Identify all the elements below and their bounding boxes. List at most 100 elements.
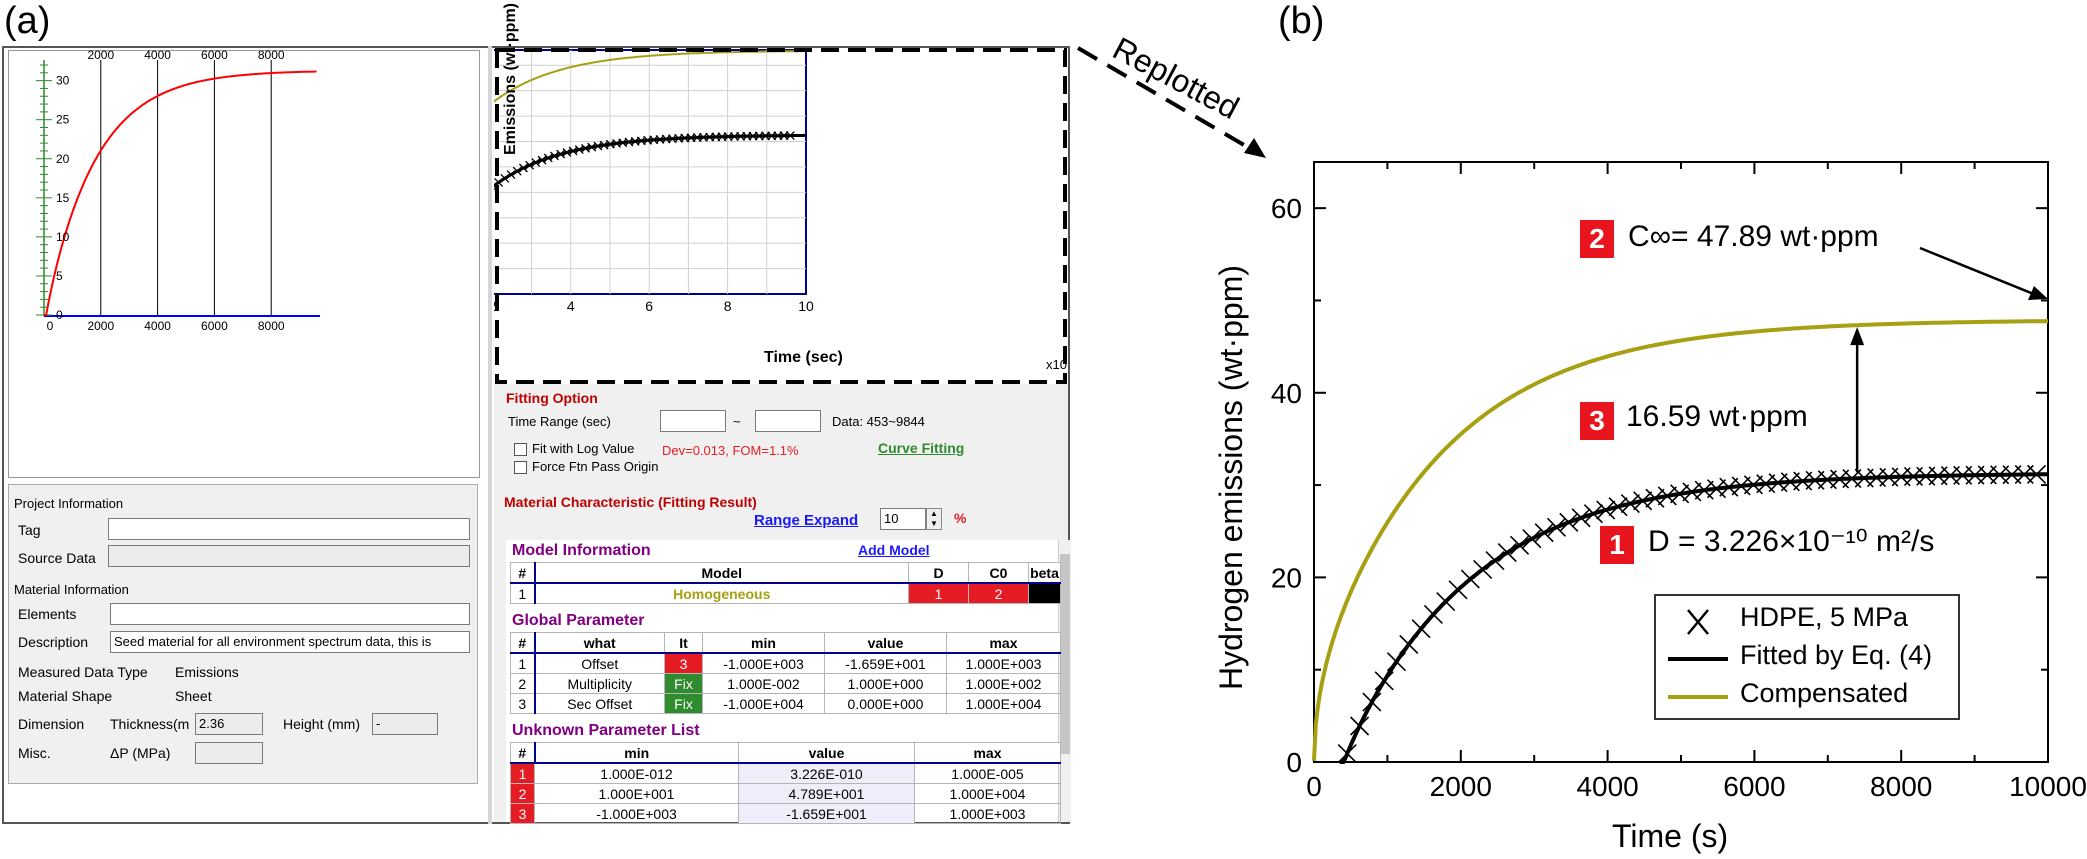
description-label: Description bbox=[18, 634, 89, 650]
param-iteration-cell[interactable]: 3 bbox=[664, 652, 703, 674]
param-value-cell[interactable]: 1.000E+000 bbox=[824, 673, 947, 694]
fitting-data-point bbox=[761, 131, 770, 141]
description-input[interactable]: Seed material for all environment spectr… bbox=[110, 631, 470, 653]
header-cell: # bbox=[510, 742, 536, 764]
fitting-data-point bbox=[605, 139, 615, 149]
legend-label-fitted: Fitted by Eq. (4) bbox=[1740, 640, 1933, 670]
param-min-cell[interactable]: -1.000E+004 bbox=[702, 693, 825, 714]
fitting-chart: 246810010203040 bbox=[494, 48, 1067, 384]
row-number: 3 bbox=[510, 803, 535, 824]
time-range-from-input[interactable] bbox=[660, 410, 726, 432]
fitting-data-point bbox=[630, 136, 640, 146]
source-data-input[interactable] bbox=[108, 545, 470, 567]
x-tick-label: 0 bbox=[1306, 771, 1322, 802]
table-row[interactable]: 3 Sec Offset Fix -1.000E+004 0.000E+000 … bbox=[510, 693, 1061, 714]
unknown-max-cell[interactable]: 1.000E+003 bbox=[914, 803, 1061, 824]
param-max-cell[interactable]: 1.000E+004 bbox=[946, 693, 1061, 714]
param-value-cell[interactable]: 0.000E+000 bbox=[824, 693, 947, 714]
height-input[interactable]: - bbox=[372, 713, 438, 735]
global-param-table: # what It min value max 1 Offset 3 -1.00… bbox=[510, 632, 1061, 714]
annotation-diffusivity: D = 3.226×10⁻¹⁰ m²/s bbox=[1648, 525, 1935, 558]
fitting-data-point bbox=[667, 134, 677, 144]
param-max-cell[interactable]: 1.000E+002 bbox=[946, 673, 1061, 694]
range-expand-input[interactable]: 10 bbox=[880, 508, 926, 530]
header-cell: beta bbox=[1028, 562, 1061, 584]
material-info-heading: Material Information bbox=[14, 582, 129, 597]
fitting-chart-xlabel: Time (sec) bbox=[764, 349, 843, 366]
raw-bottom-tick-label: 2000 bbox=[87, 319, 114, 333]
row-number: 2 bbox=[510, 783, 535, 804]
range-expand-button[interactable]: Range Expand bbox=[754, 512, 859, 529]
fitting-x-tick-label: 8 bbox=[724, 298, 732, 314]
raw-y-tick-label: 10 bbox=[56, 230, 70, 244]
time-range-tilde: ~ bbox=[733, 414, 741, 429]
param-max-cell[interactable]: 1.000E+003 bbox=[946, 652, 1061, 674]
fitting-data-point bbox=[711, 132, 721, 142]
param-value-cell[interactable]: -1.659E+001 bbox=[824, 652, 947, 674]
model-d-cell[interactable]: 1 bbox=[908, 582, 969, 604]
table-row[interactable]: 2 1.000E+001 4.789E+001 1.000E+004 bbox=[510, 783, 1061, 804]
table-row[interactable]: 3 -1.000E+003 -1.659E+001 1.000E+003 bbox=[510, 803, 1061, 824]
thickness-input[interactable]: 2.36 bbox=[195, 713, 263, 735]
tag-label: Tag bbox=[18, 522, 41, 538]
fitting-data-point bbox=[767, 131, 777, 141]
fitting-data-point bbox=[599, 140, 609, 150]
add-model-button[interactable]: Add Model bbox=[858, 542, 930, 558]
pane-splitter[interactable] bbox=[488, 46, 492, 824]
param-min-cell[interactable]: -1.000E+003 bbox=[702, 652, 825, 674]
misc-label: Misc. bbox=[18, 745, 51, 761]
replotted-arrow bbox=[1076, 46, 1266, 158]
unknown-max-cell[interactable]: 1.000E-005 bbox=[914, 762, 1061, 784]
x-tick-label: 2000 bbox=[1430, 771, 1492, 802]
annotation-badge-2: 2 bbox=[1580, 220, 1614, 258]
unknown-value-cell[interactable]: -1.659E+001 bbox=[738, 803, 915, 824]
table-row[interactable]: 1 Homogeneous 1 2 bbox=[510, 582, 1061, 604]
delta-p-input[interactable] bbox=[195, 742, 263, 764]
range-expand-spinner[interactable]: ▲ ▼ bbox=[926, 508, 942, 530]
tag-input[interactable] bbox=[108, 518, 470, 540]
param-iteration-cell[interactable]: Fix bbox=[664, 673, 703, 694]
row-number: 2 bbox=[510, 673, 536, 694]
unknown-value-cell[interactable]: 4.789E+001 bbox=[738, 783, 915, 804]
fitting-data-point bbox=[550, 151, 559, 161]
fit-log-checkbox[interactable] bbox=[514, 443, 527, 456]
dimension-label: Dimension bbox=[18, 716, 85, 732]
curve-fitting-button[interactable]: Curve Fitting bbox=[878, 440, 965, 456]
unknown-min-cell[interactable]: 1.000E-012 bbox=[534, 762, 739, 784]
header-cell: # bbox=[510, 562, 536, 584]
legend-swatches bbox=[1668, 609, 1728, 699]
measured-type-value: Emissions bbox=[175, 664, 239, 680]
unknown-min-cell[interactable]: -1.000E+003 bbox=[534, 803, 739, 824]
param-iteration-cell[interactable]: Fix bbox=[664, 693, 703, 714]
data-range-text: Data: 453~9844 bbox=[832, 414, 925, 429]
raw-top-tick-label: 2000 bbox=[87, 50, 114, 62]
header-cell: max bbox=[914, 742, 1061, 764]
main-chart-legend: HDPE, 5 MPa Fitted by Eq. (4) Compensate… bbox=[1654, 594, 1960, 720]
unknown-value-cell[interactable]: 3.226E-010 bbox=[738, 762, 915, 784]
force-origin-checkbox[interactable] bbox=[514, 461, 527, 474]
header-cell: what bbox=[534, 632, 665, 654]
unknown-min-cell[interactable]: 1.000E+001 bbox=[534, 783, 739, 804]
param-min-cell[interactable]: 1.000E-002 bbox=[702, 673, 825, 694]
table-row[interactable]: 2 Multiplicity Fix 1.000E-002 1.000E+000… bbox=[510, 673, 1061, 694]
fitting-data-point bbox=[612, 138, 621, 148]
fitting-data-point bbox=[543, 153, 553, 163]
elements-input[interactable] bbox=[110, 603, 470, 625]
material-characteristic-heading: Material Characteristic (Fitting Result) bbox=[504, 494, 757, 510]
fitting-data-point bbox=[643, 135, 653, 145]
model-name-cell[interactable]: Homogeneous bbox=[534, 582, 909, 604]
param-what-cell: Multiplicity bbox=[534, 673, 665, 694]
table-row[interactable]: 1 Offset 3 -1.000E+003 -1.659E+001 1.000… bbox=[510, 652, 1061, 674]
fitting-data-point bbox=[779, 131, 789, 141]
fitting-data-point bbox=[692, 133, 702, 142]
y-tick-label: 40 bbox=[1271, 378, 1302, 409]
model-beta-cell[interactable] bbox=[1028, 582, 1061, 604]
unknown-max-cell[interactable]: 1.000E+004 bbox=[914, 783, 1061, 804]
time-range-to-input[interactable] bbox=[755, 410, 821, 432]
header-cell: value bbox=[738, 742, 915, 764]
fitting-data-point bbox=[773, 131, 783, 141]
table-row[interactable]: 1 1.000E-012 3.226E-010 1.000E-005 bbox=[510, 762, 1061, 784]
fitting-data-point bbox=[494, 182, 497, 187]
model-c0-cell[interactable]: 2 bbox=[968, 582, 1029, 604]
raw-top-tick-label: 4000 bbox=[144, 50, 171, 62]
